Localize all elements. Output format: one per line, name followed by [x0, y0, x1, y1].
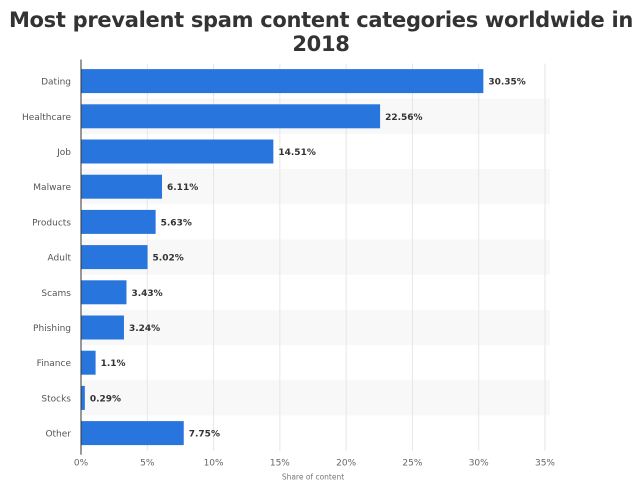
tick-label: 5%	[140, 459, 155, 469]
value-label: 14.51%	[278, 148, 316, 158]
bar-healthcare	[81, 104, 381, 129]
value-label: 5.63%	[161, 218, 192, 228]
category-label: Finance	[37, 359, 72, 369]
value-label: 22.56%	[385, 113, 423, 123]
value-label: 3.24%	[129, 324, 160, 334]
x-axis-title: Share of content	[282, 473, 344, 482]
bar-finance	[81, 350, 96, 375]
tick-label: 35%	[535, 459, 555, 469]
bar-dating	[81, 69, 484, 94]
bar-phishing	[81, 315, 124, 340]
category-label: Healthcare	[22, 113, 72, 123]
value-label: 0.29%	[90, 394, 121, 404]
row-band	[81, 309, 550, 346]
tick-label: 25%	[402, 459, 422, 469]
value-label: 1.1%	[101, 359, 126, 369]
tick-label: 15%	[270, 459, 290, 469]
bar-scams	[81, 280, 127, 305]
category-label: Stocks	[41, 394, 71, 404]
bar-stocks	[81, 385, 85, 410]
value-label: 30.35%	[488, 78, 525, 88]
value-label: 3.43%	[131, 289, 162, 299]
bar-other	[81, 421, 184, 446]
chart-title: Most prevalent spam content categories w…	[8, 8, 634, 56]
row-band	[81, 239, 550, 275]
value-label: 5.02%	[153, 254, 184, 264]
tick-label: 10%	[204, 459, 224, 469]
category-label: Job	[56, 148, 71, 158]
tick-label: 20%	[336, 459, 356, 469]
bar-job	[81, 139, 274, 164]
tick-label: 30%	[469, 459, 489, 469]
tick-label: 0%	[74, 459, 89, 469]
value-label: 6.11%	[167, 183, 198, 193]
category-label: Other	[45, 430, 71, 440]
bar-adult	[81, 245, 148, 270]
bar-products	[81, 209, 156, 234]
value-label: 7.75%	[189, 430, 220, 440]
category-label: Malware	[33, 183, 71, 193]
category-label: Scams	[41, 289, 71, 299]
category-label: Adult	[48, 254, 72, 264]
category-label: Dating	[41, 78, 71, 88]
row-band	[81, 380, 550, 416]
bar-malware	[81, 174, 163, 199]
category-label: Phishing	[33, 324, 71, 334]
category-label: Products	[32, 218, 71, 228]
